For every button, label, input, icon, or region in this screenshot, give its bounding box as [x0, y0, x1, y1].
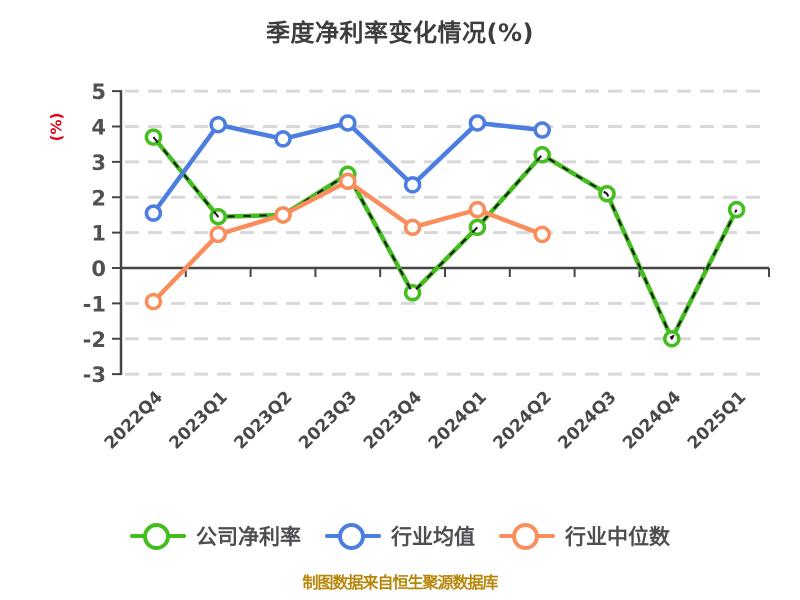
y-tick-label: 1	[91, 222, 106, 246]
series-line-行业中位数	[151, 179, 545, 304]
series-marker-行业中位数	[403, 218, 422, 237]
legend-item-行业均值[interactable]: 行业均值	[325, 521, 475, 551]
legend-line-circle-icon	[499, 522, 555, 550]
x-tick-label: 2023Q2	[230, 387, 296, 453]
x-tick-label: 2024Q2	[490, 387, 556, 453]
y-tick-label: -1	[83, 292, 106, 316]
x-tick-label: 2023Q4	[360, 387, 426, 453]
y-tick-label: 4	[91, 116, 106, 140]
series-marker-行业中位数	[468, 200, 487, 219]
series-marker-行业均值	[533, 121, 551, 139]
legend-label: 公司净利率	[196, 525, 301, 549]
series-marker-公司净利率	[403, 284, 422, 302]
x-tick-label: 2024Q1	[425, 387, 491, 453]
data-source-note: 制图数据来自恒生聚源数据库	[302, 573, 498, 592]
series-marker-行业中位数	[274, 206, 292, 224]
y-tick-label: -3	[83, 363, 106, 387]
legend-item-公司净利率[interactable]: 公司净利率	[130, 521, 301, 551]
series-marker-行业均值	[274, 130, 292, 148]
series-marker-行业中位数	[209, 225, 227, 244]
x-tick-label: 2022Q4	[101, 387, 167, 453]
company-series-dashed-overlay	[152, 136, 738, 340]
legend-label: 行业中位数	[565, 525, 670, 549]
legend-line-circle-icon	[130, 522, 186, 550]
chart-title: 季度净利率变化情况(%)	[266, 19, 534, 47]
y-tick-label: 2	[91, 186, 106, 210]
series-marker-行业中位数	[339, 172, 357, 191]
y-tick-label: -2	[83, 328, 106, 352]
x-tick-label: 2025Q1	[684, 387, 750, 453]
y-tick-label: 5	[91, 80, 106, 104]
x-tick-label: 2024Q3	[554, 387, 620, 453]
y-tick-label: 3	[91, 151, 106, 175]
series-marker-行业均值	[209, 115, 227, 134]
legend-label: 行业均值	[391, 525, 475, 549]
series-marker-行业均值	[144, 204, 163, 222]
x-tick-label: 2024Q4	[619, 387, 685, 453]
series-marker-行业中位数	[533, 225, 551, 244]
series-marker-行业均值	[339, 114, 357, 132]
legend-line-circle-icon	[325, 522, 381, 550]
y-tick-label: 0	[91, 257, 106, 281]
series-marker-行业中位数	[144, 292, 163, 311]
x-tick-label: 2023Q1	[166, 387, 232, 453]
legend-item-行业中位数[interactable]: 行业中位数	[499, 521, 670, 551]
series-line-公司净利率	[151, 134, 739, 341]
series-marker-行业均值	[403, 176, 422, 194]
legend: 公司净利率 行业均值 行业中位数	[0, 521, 800, 551]
x-tick-label: 2023Q3	[295, 387, 361, 453]
series-marker-行业均值	[468, 114, 487, 132]
